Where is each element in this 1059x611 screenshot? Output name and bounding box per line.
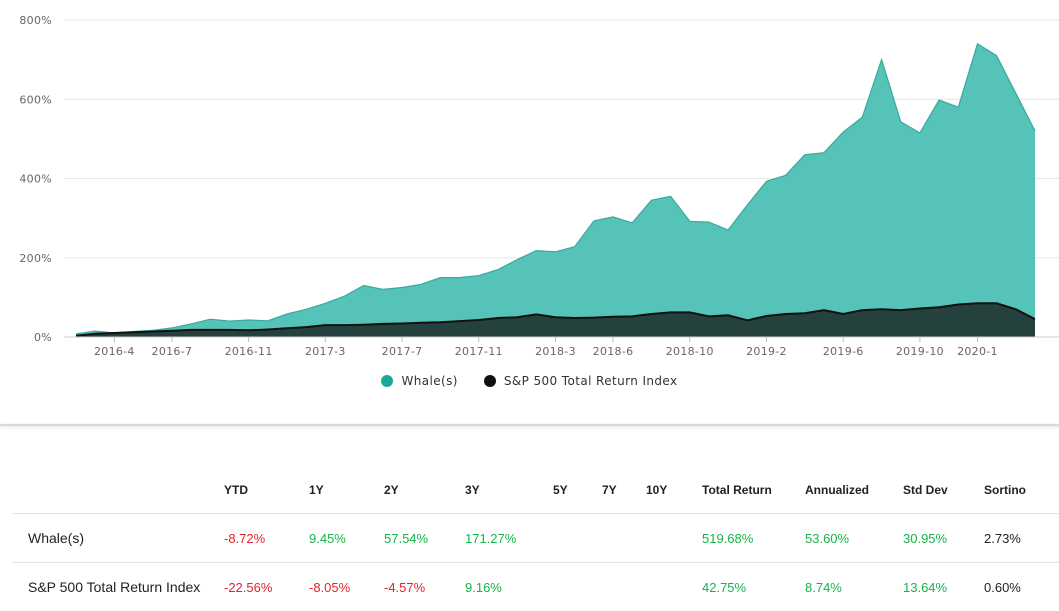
- legend-label-whales: Whale(s): [401, 374, 457, 388]
- cell-total-return: 519.68%: [702, 514, 805, 563]
- cell-2y: 57.54%: [384, 514, 465, 563]
- cell-annualized: 8.74%: [805, 563, 903, 611]
- x-tick-label: 2019-6: [823, 345, 864, 358]
- header-name: [12, 466, 224, 514]
- y-tick-label: 600%: [19, 93, 52, 106]
- header-7y: 7Y: [602, 466, 646, 514]
- x-tick-label: 2017-7: [382, 345, 423, 358]
- cell-7y: [602, 563, 646, 611]
- legend-swatch-sp500: [484, 375, 496, 387]
- x-tick-label: 2018-6: [593, 345, 634, 358]
- cell-ytd: -8.72%: [224, 514, 309, 563]
- cell-5y: [553, 514, 602, 563]
- y-tick-label: 400%: [19, 173, 52, 186]
- cell-2y: -4.57%: [384, 563, 465, 611]
- series-area-whales: [76, 44, 1035, 337]
- cell-total-return: 42.75%: [702, 563, 805, 611]
- row-name: Whale(s): [12, 514, 224, 563]
- y-tick-label: 200%: [19, 252, 52, 265]
- cell-ytd: -22.56%: [224, 563, 309, 611]
- x-tick-label: 2016-7: [152, 345, 193, 358]
- cell-annualized: 53.60%: [805, 514, 903, 563]
- cell-3y: 171.27%: [465, 514, 553, 563]
- x-tick-label: 2017-3: [305, 345, 346, 358]
- header-3y: 3Y: [465, 466, 553, 514]
- legend-label-sp500: S&P 500 Total Return Index: [504, 374, 678, 388]
- x-tick-label: 2018-10: [666, 345, 714, 358]
- cell-sortino: 0.60%: [984, 563, 1059, 611]
- header-annualized: Annualized: [805, 466, 903, 514]
- y-tick-label: 0%: [34, 331, 52, 344]
- cell-7y: [602, 514, 646, 563]
- performance-chart: 800% 600% 400% 200% 0% 2016-4 2016-7 2016-11 201…: [0, 0, 1059, 420]
- x-tick-label: 2019-2: [746, 345, 787, 358]
- x-tick-label: 2017-11: [455, 345, 503, 358]
- cell-3y: 9.16%: [465, 563, 553, 611]
- cell-1y: -8.05%: [309, 563, 384, 611]
- cell-std-dev: 30.95%: [903, 514, 984, 563]
- cell-10y: [646, 563, 702, 611]
- x-tick-label: 2020-1: [957, 345, 998, 358]
- table-row: Whale(s) -8.72% 9.45% 57.54% 171.27% 519…: [12, 514, 1059, 563]
- cell-1y: 9.45%: [309, 514, 384, 563]
- chart-svg: 800% 600% 400% 200% 0% 2016-4 2016-7 2016-11 201…: [0, 0, 1059, 370]
- header-std-dev: Std Dev: [903, 466, 984, 514]
- table-header-row: YTD 1Y 2Y 3Y 5Y 7Y 10Y Total Return Annu…: [12, 466, 1059, 514]
- x-tick-label: 2016-11: [225, 345, 273, 358]
- row-name: S&P 500 Total Return Index: [12, 563, 224, 611]
- legend-item-whales[interactable]: Whale(s): [381, 374, 457, 388]
- cell-5y: [553, 563, 602, 611]
- cell-10y: [646, 514, 702, 563]
- header-total-return: Total Return: [702, 466, 805, 514]
- header-5y: 5Y: [553, 466, 602, 514]
- section-divider: [0, 424, 1059, 426]
- y-tick-label: 800%: [19, 14, 52, 27]
- legend-item-sp500[interactable]: S&P 500 Total Return Index: [484, 374, 678, 388]
- x-tick-label: 2018-3: [535, 345, 576, 358]
- header-10y: 10Y: [646, 466, 702, 514]
- cell-std-dev: 13.64%: [903, 563, 984, 611]
- chart-legend: Whale(s) S&P 500 Total Return Index: [0, 374, 1059, 388]
- cell-sortino: 2.73%: [984, 514, 1059, 563]
- header-2y: 2Y: [384, 466, 465, 514]
- legend-swatch-whales: [381, 375, 393, 387]
- header-sortino: Sortino: [984, 466, 1059, 514]
- x-tick-label: 2019-10: [896, 345, 944, 358]
- x-tick-label: 2016-4: [94, 345, 135, 358]
- performance-table: YTD 1Y 2Y 3Y 5Y 7Y 10Y Total Return Annu…: [12, 466, 1059, 611]
- table-row: S&P 500 Total Return Index -22.56% -8.05…: [12, 563, 1059, 611]
- header-1y: 1Y: [309, 466, 384, 514]
- header-ytd: YTD: [224, 466, 309, 514]
